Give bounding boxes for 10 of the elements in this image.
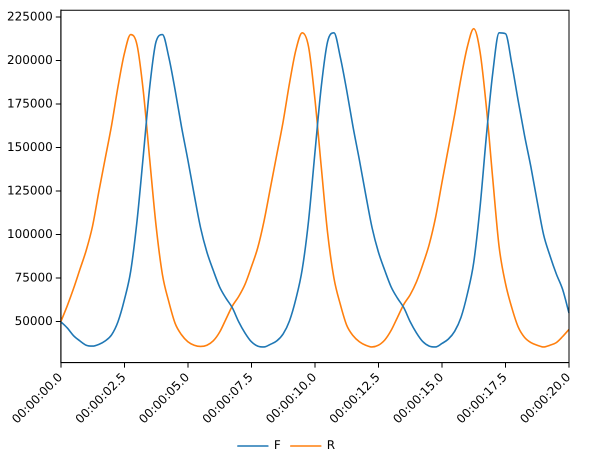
- legend-label: F: [274, 438, 281, 452]
- y-tick-label: 150000: [6, 140, 53, 154]
- y-tick-label: 75000: [14, 270, 53, 284]
- y-tick-label: 200000: [6, 52, 53, 67]
- y-tick-label: 225000: [6, 9, 53, 24]
- y-tick-label: 175000: [6, 96, 53, 110]
- y-tick-label: 100000: [6, 226, 53, 241]
- legend-label: R: [326, 438, 336, 452]
- y-tick-label: 125000: [6, 183, 53, 198]
- y-tick-label: 50000: [14, 314, 53, 328]
